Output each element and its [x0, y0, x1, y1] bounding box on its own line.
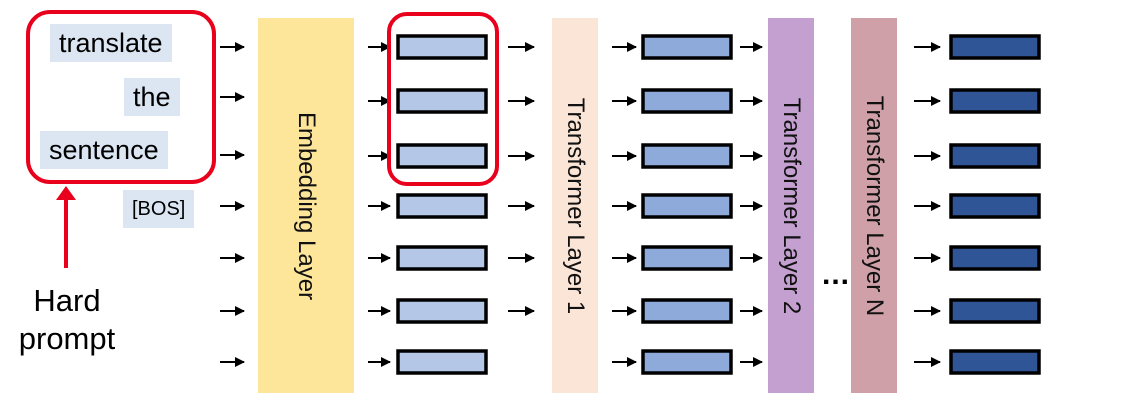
output-vector — [949, 349, 1041, 375]
token-the: the — [124, 78, 180, 116]
embedding-vector — [396, 88, 488, 114]
embedding-layer: Embedding Layer — [258, 18, 354, 393]
hard-prompt-arrowhead — [56, 186, 76, 200]
prompt-highlight-box — [26, 10, 216, 184]
hard-prompt-label: Hard prompt — [0, 282, 134, 358]
hard-prompt-line-1: Hard — [33, 283, 101, 318]
arrows-group — [220, 42, 941, 367]
output-vector — [949, 143, 1041, 169]
output-vector — [949, 193, 1041, 219]
embedding-vector — [396, 349, 488, 375]
layer1-vector — [641, 34, 733, 60]
output-vector — [949, 88, 1041, 114]
layer1-vector — [641, 193, 733, 219]
output-vector — [949, 245, 1041, 271]
embedding-vector — [396, 143, 488, 169]
transformer-layer-2: Transformer Layer 2 — [768, 18, 814, 393]
embedding-highlight-box — [387, 12, 499, 186]
layer1-vector — [641, 349, 733, 375]
vectors-group — [396, 34, 1041, 375]
token-bos: [BOS] — [123, 190, 195, 228]
layer1-vector — [641, 88, 733, 114]
ellipsis: ... — [822, 258, 851, 291]
layer1-vector — [641, 245, 733, 271]
output-vector — [949, 298, 1041, 324]
embedding-vector — [396, 34, 488, 60]
embedding-vector — [396, 298, 488, 324]
transformer-layer-n: Transformer Layer N — [851, 18, 897, 393]
embedding-vector — [396, 245, 488, 271]
embedding-vector — [396, 193, 488, 219]
layer1-vector — [641, 298, 733, 324]
hard-prompt-line-2: prompt — [18, 321, 116, 356]
layer1-vector — [641, 143, 733, 169]
token-translate: translate — [50, 24, 172, 62]
token-sentence: sentence — [40, 131, 168, 169]
transformer-layer-1: Transformer Layer 1 — [552, 18, 598, 393]
output-vector — [949, 34, 1041, 60]
